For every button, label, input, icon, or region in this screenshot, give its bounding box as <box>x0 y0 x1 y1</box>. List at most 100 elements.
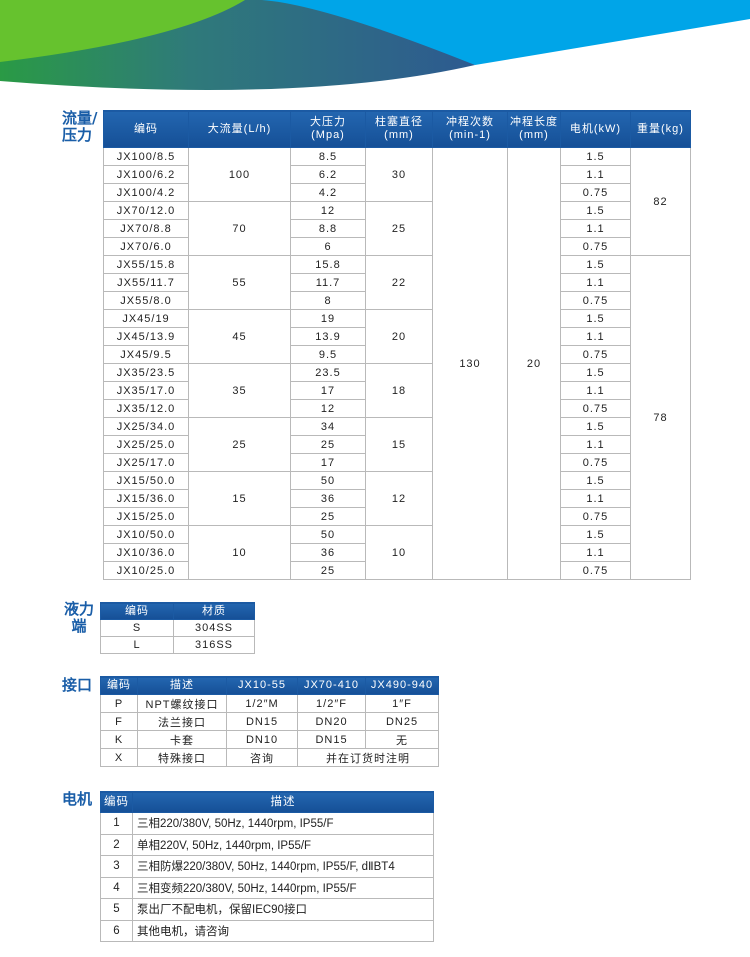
cell-plunger-diameter: 12 <box>365 471 433 526</box>
cell-model: JX70/6.0 <box>103 237 189 256</box>
header-text: 大流量(L/h) <box>207 122 272 135</box>
cell-col-0: K <box>100 730 138 749</box>
cell-model: JX100/8.5 <box>103 147 189 166</box>
table-row: JX55/11.7 11.7 1.1 <box>103 273 691 292</box>
header-banner <box>0 0 750 90</box>
header-col-3: JX70-410 <box>297 676 366 695</box>
connection-table: 编码 描述 JX10-55 JX70-410 JX490-940 P NPT螺纹接口 1/2… <box>100 676 439 767</box>
cell-motor-power: 0.75 <box>560 561 631 580</box>
header-text: 编码 <box>134 122 158 135</box>
header-description: 描述 <box>132 791 434 813</box>
header-text: 大压力 <box>310 116 346 128</box>
cell-col-4: 1″F <box>365 694 439 713</box>
cell-col-1: 卡套 <box>137 730 227 749</box>
cell-code: S <box>100 619 174 637</box>
liquid-end-table: 编码 材质 S 304SS L 316SS <box>100 602 255 654</box>
cell-col-2: DN15 <box>226 712 298 731</box>
cell-motor-power: 0.75 <box>560 507 631 526</box>
cell-motor-power: 0.75 <box>560 453 631 472</box>
table-row: X 特殊接口 咨询 并在订货时注明 <box>100 748 439 767</box>
table-row: 2 单相220V, 50Hz, 1440rpm, IP55/F <box>100 833 434 856</box>
cell-model: JX25/17.0 <box>103 453 189 472</box>
cell-model: JX25/25.0 <box>103 435 189 454</box>
cell-max-pressure: 17 <box>290 381 366 400</box>
cell-model: JX35/12.0 <box>103 399 189 418</box>
cell-max-pressure: 12 <box>290 399 366 418</box>
cell-col-0: P <box>100 694 138 713</box>
cell-description: 其他电机，请咨询 <box>132 919 434 942</box>
cell-order-note: 并在订货时注明 <box>297 748 439 767</box>
header-text: (mm) <box>384 129 414 141</box>
table-row: JX15/50.0 15 50 12 1.5 <box>103 471 691 526</box>
header-col-0: 编码 <box>100 676 138 695</box>
table-row: JX100/6.2 6.2 1.1 <box>103 165 691 184</box>
cell-description: 特殊接口 <box>137 748 227 767</box>
cell-motor-power: 0.75 <box>560 399 631 418</box>
cell-col-2: DN10 <box>226 730 298 749</box>
cell-max-pressure: 25 <box>290 435 366 454</box>
cell-plunger-diameter: 18 <box>365 363 433 418</box>
cell-motor-power: 1.5 <box>560 363 631 382</box>
cell-model: JX45/19 <box>103 309 189 328</box>
table-row: JX10/36.0 36 1.1 <box>103 543 691 562</box>
cell-stroke-rate: 130 <box>432 147 508 580</box>
cell-max-pressure: 13.9 <box>290 327 366 346</box>
cell-motor-power: 1.5 <box>560 147 631 166</box>
cell-plunger-diameter: 25 <box>365 201 433 256</box>
table-row: JX55/15.8 55 15.8 22 1.5 78 <box>103 255 691 580</box>
table-row: JX70/12.0 70 12 25 1.5 <box>103 201 691 256</box>
table-row: JX15/25.0 25 0.75 <box>103 507 691 526</box>
cell-plunger-diameter: 15 <box>365 417 433 472</box>
cell-description: 三相防爆220/380V, 50Hz, 1440rpm, IP55/F, dⅡB… <box>132 855 434 878</box>
header-text: (mm) <box>519 129 549 141</box>
cell-model: JX100/4.2 <box>103 183 189 202</box>
table-row: JX35/23.5 35 23.5 18 1.5 <box>103 363 691 418</box>
cell-max-pressure: 11.7 <box>290 273 366 292</box>
cell-max-pressure: 8.5 <box>290 147 366 166</box>
cell-motor-power: 1.5 <box>560 525 631 544</box>
flow-pressure-table: 编码 大流量(L/h) 大压力 (Mpa) 柱塞直径 (mm) 冲程次数 (min-1) 冲程长… <box>103 110 691 580</box>
header-max-flow: 大流量(L/h) <box>188 110 291 148</box>
cell-model: JX10/25.0 <box>103 561 189 580</box>
cell-code: X <box>100 748 138 767</box>
cell-material: 304SS <box>173 619 255 637</box>
header-text: 冲程次数 <box>446 116 494 128</box>
header-text: 冲程长度 <box>510 116 558 128</box>
cell-model: JX70/8.8 <box>103 219 189 238</box>
cell-max-pressure: 4.2 <box>290 183 366 202</box>
cell-description: 三相220/380V, 50Hz, 1440rpm, IP55/F <box>132 812 434 835</box>
header-max-pressure: 大压力 (Mpa) <box>290 110 366 148</box>
cell-plunger-diameter: 30 <box>365 147 433 202</box>
cell-motor-power: 1.5 <box>560 201 631 220</box>
cell-max-pressure: 50 <box>290 471 366 490</box>
cell-max-pressure: 50 <box>290 525 366 544</box>
table-row: JX10/25.0 25 0.75 <box>103 561 691 580</box>
cell-model: JX35/23.5 <box>103 363 189 382</box>
table-row: JX35/12.0 12 0.75 <box>103 399 691 418</box>
table-row: JX70/8.8 8.8 1.1 <box>103 219 691 238</box>
table-row: JX25/25.0 25 1.1 <box>103 435 691 454</box>
cell-code: 1 <box>100 812 133 835</box>
table-row: 3 三相防爆220/380V, 50Hz, 1440rpm, IP55/F, dⅡ… <box>100 855 434 878</box>
cell-model: JX55/8.0 <box>103 291 189 310</box>
cell-code: 3 <box>100 855 133 878</box>
header-code: 编码 <box>100 602 174 620</box>
cell-model: JX10/36.0 <box>103 543 189 562</box>
cell-weight: 78 <box>630 255 691 580</box>
header-code: 编码 <box>100 791 133 813</box>
cell-model: JX15/50.0 <box>103 471 189 490</box>
cell-motor-power: 1.1 <box>560 543 631 562</box>
cell-max-flow: 55 <box>188 255 291 310</box>
cell-code: 2 <box>100 833 133 856</box>
cell-max-pressure: 19 <box>290 309 366 328</box>
cell-code: 6 <box>100 919 133 942</box>
cell-max-pressure: 9.5 <box>290 345 366 364</box>
cell-col-4: 无 <box>365 730 439 749</box>
cell-max-pressure: 36 <box>290 489 366 508</box>
cell-code: 4 <box>100 876 133 899</box>
motor-table: 编码 描述 1 三相220/380V, 50Hz, 1440rpm, IP55/F… <box>100 791 434 942</box>
cell-col-2: 1/2″M <box>226 694 298 713</box>
cell-model: JX25/34.0 <box>103 417 189 436</box>
cell-model: JX45/9.5 <box>103 345 189 364</box>
cell-max-flow: 100 <box>188 147 291 202</box>
